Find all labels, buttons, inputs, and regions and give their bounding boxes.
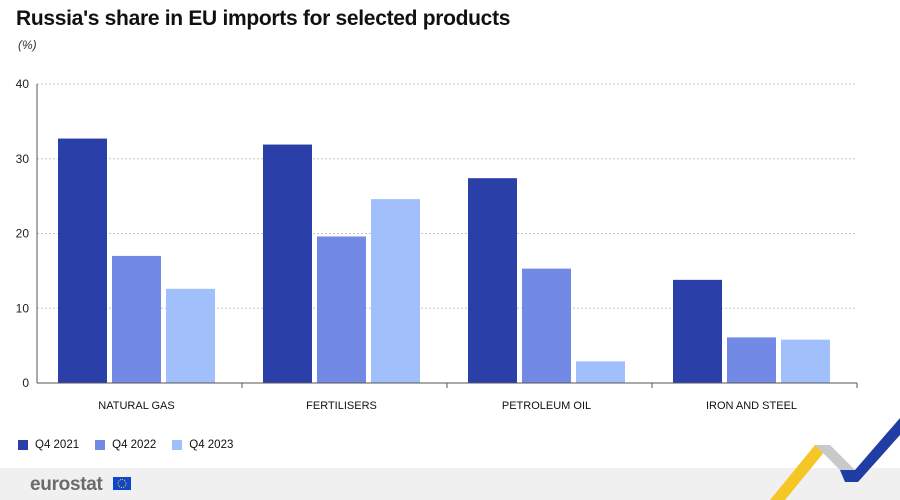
- legend-item: Q4 2023: [172, 439, 233, 451]
- bar-chart: 0 10 20 30 40 NATURAL GAS FERTILISERS PETROLEUM…: [16, 77, 858, 412]
- bar-petroleum-oil-q4-2021: [468, 178, 517, 383]
- x-category-label: IRON AND STEEL: [706, 400, 797, 412]
- y-tick-label-30: 30: [16, 152, 30, 166]
- legend-swatch: [95, 440, 106, 450]
- bar-petroleum-oil-q4-2023: [576, 361, 625, 383]
- x-category-label: NATURAL GAS: [98, 400, 174, 412]
- bar-iron-and-steel-q4-2022: [727, 337, 776, 383]
- y-tick-label-10: 10: [16, 301, 30, 315]
- bar-iron-and-steel-q4-2021: [673, 279, 722, 383]
- bar-iron-and-steel-q4-2023: [781, 339, 830, 383]
- unit-label: (%): [18, 38, 37, 52]
- eu-flag-icon: [113, 477, 131, 490]
- bar-fertilisers-q4-2021: [263, 144, 312, 383]
- chart-title: Russia's share in EU imports for selecte…: [16, 7, 511, 30]
- legend-item: Q4 2021: [18, 439, 79, 451]
- legend: Q4 2021 Q4 2022 Q4 2023: [18, 439, 233, 451]
- legend-label: Q4 2022: [112, 439, 157, 451]
- y-tick-label-40: 40: [16, 77, 30, 91]
- bar-natural-gas-q4-2023: [166, 288, 215, 383]
- legend-swatch: [18, 440, 28, 450]
- bar-petroleum-oil-q4-2022: [522, 268, 571, 383]
- y-tick-label-0: 0: [22, 376, 29, 390]
- legend-swatch: [172, 440, 183, 450]
- x-category-label: PETROLEUM OIL: [502, 400, 591, 412]
- x-category-label: FERTILISERS: [306, 400, 377, 412]
- footer-bar: [0, 468, 900, 500]
- y-tick-label-20: 20: [16, 227, 30, 241]
- legend-label: Q4 2023: [189, 439, 234, 451]
- bar-natural-gas-q4-2022: [112, 255, 161, 383]
- legend-item: Q4 2022: [95, 439, 156, 451]
- legend-label: Q4 2021: [35, 439, 80, 451]
- bar-fertilisers-q4-2022: [317, 236, 366, 383]
- bar-fertilisers-q4-2023: [371, 199, 420, 383]
- eurostat-logo: eurostat: [30, 474, 103, 495]
- bar-natural-gas-q4-2021: [58, 138, 107, 383]
- decorative-ribbon-icon: [770, 418, 900, 500]
